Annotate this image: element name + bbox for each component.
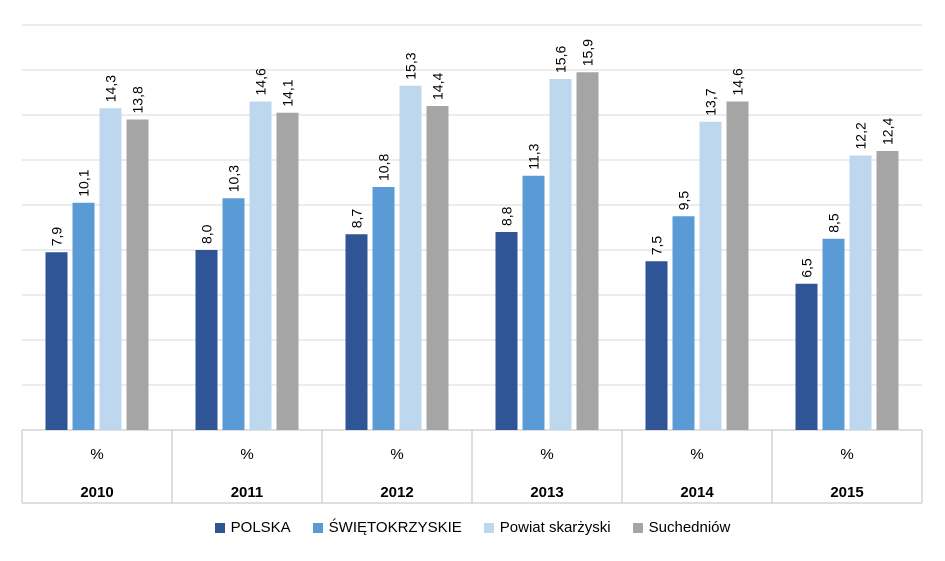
bar — [822, 238, 845, 430]
unit-label: % — [90, 446, 103, 463]
legend-label: Powiat skarżyski — [499, 519, 611, 536]
legend: POLSKA ŚWIĘTOKRZYSKIE Powiat skarżyski S… — [0, 519, 945, 536]
data-label: 7,9 — [49, 227, 65, 247]
bar — [849, 155, 872, 430]
bar — [222, 198, 245, 430]
unit-label: % — [840, 446, 853, 463]
bar — [276, 112, 299, 430]
data-label: 15,6 — [553, 46, 569, 73]
bar — [72, 202, 95, 430]
category-label: 2015 — [830, 484, 863, 501]
bar — [195, 250, 218, 430]
bar — [126, 119, 149, 430]
bar — [426, 106, 449, 430]
data-label: 9,5 — [676, 191, 692, 211]
bar — [399, 85, 422, 430]
category-label: 2011 — [231, 484, 264, 501]
bar — [345, 234, 368, 430]
bar — [576, 72, 599, 430]
data-label: 8,8 — [499, 206, 515, 226]
data-label: 14,4 — [430, 73, 446, 100]
data-label: 15,9 — [580, 39, 596, 66]
data-label: 12,4 — [880, 118, 896, 145]
unit-label: % — [690, 446, 703, 463]
bar — [249, 101, 272, 430]
legend-label: Suchedniów — [648, 519, 731, 536]
data-label: 12,2 — [853, 122, 869, 149]
data-label: 15,3 — [403, 52, 419, 79]
bar — [522, 175, 545, 430]
data-label: 6,5 — [799, 258, 815, 278]
data-label: 13,8 — [130, 86, 146, 113]
data-label: 14,3 — [103, 75, 119, 102]
data-label: 14,1 — [280, 79, 296, 106]
legend-item-swietokrzyskie: ŚWIĘTOKRZYSKIE — [312, 519, 462, 536]
legend-item-polska: POLSKA — [214, 519, 291, 536]
bar — [372, 187, 395, 430]
legend-swatch — [214, 522, 225, 533]
data-label: 14,6 — [253, 68, 269, 95]
category-label: 2010 — [80, 484, 113, 501]
data-label: 13,7 — [703, 88, 719, 115]
category-label: 2012 — [380, 484, 413, 501]
data-label: 10,1 — [76, 169, 92, 196]
data-label: 8,7 — [349, 209, 365, 229]
bar — [99, 108, 122, 430]
legend-swatch — [632, 522, 643, 533]
data-label: 14,6 — [730, 68, 746, 95]
bar — [549, 79, 572, 430]
legend-label: POLSKA — [230, 519, 291, 536]
legend-item-powiat-skarzyski: Powiat skarżyski — [483, 519, 611, 536]
bar — [672, 216, 695, 430]
bar — [699, 121, 722, 430]
data-label: 8,0 — [199, 224, 215, 244]
gridlines — [22, 24, 922, 431]
unit-label: % — [390, 446, 403, 463]
data-label: 10,3 — [226, 165, 242, 192]
bar — [495, 232, 518, 430]
legend-swatch — [312, 522, 323, 533]
category-label: 2014 — [680, 484, 714, 501]
bars — [45, 72, 899, 430]
legend-swatch — [483, 522, 494, 533]
category-label: 2013 — [530, 484, 563, 501]
data-label: 7,5 — [649, 236, 665, 256]
category-table: % 2010% 2011% 2012% 2013% 2014% 2015 — [21, 430, 923, 504]
data-label: 10,8 — [376, 154, 392, 181]
bar — [45, 252, 68, 430]
data-label: 8,5 — [826, 213, 842, 233]
data-label: 11,3 — [526, 143, 542, 169]
unit-label: % — [540, 446, 553, 463]
bar — [876, 151, 899, 430]
legend-label: ŚWIĘTOKRZYSKIE — [328, 519, 462, 536]
data-labels: 7,9 10,1 14,3 13,8 8,0 10,3 14,6 14,1 8,7 10,8 15,… — [49, 39, 896, 278]
bar — [645, 261, 668, 430]
legend-item-suchedniow: Suchedniów — [632, 519, 731, 536]
bar — [726, 101, 749, 430]
bar — [795, 283, 818, 430]
unit-label: % — [240, 446, 253, 463]
